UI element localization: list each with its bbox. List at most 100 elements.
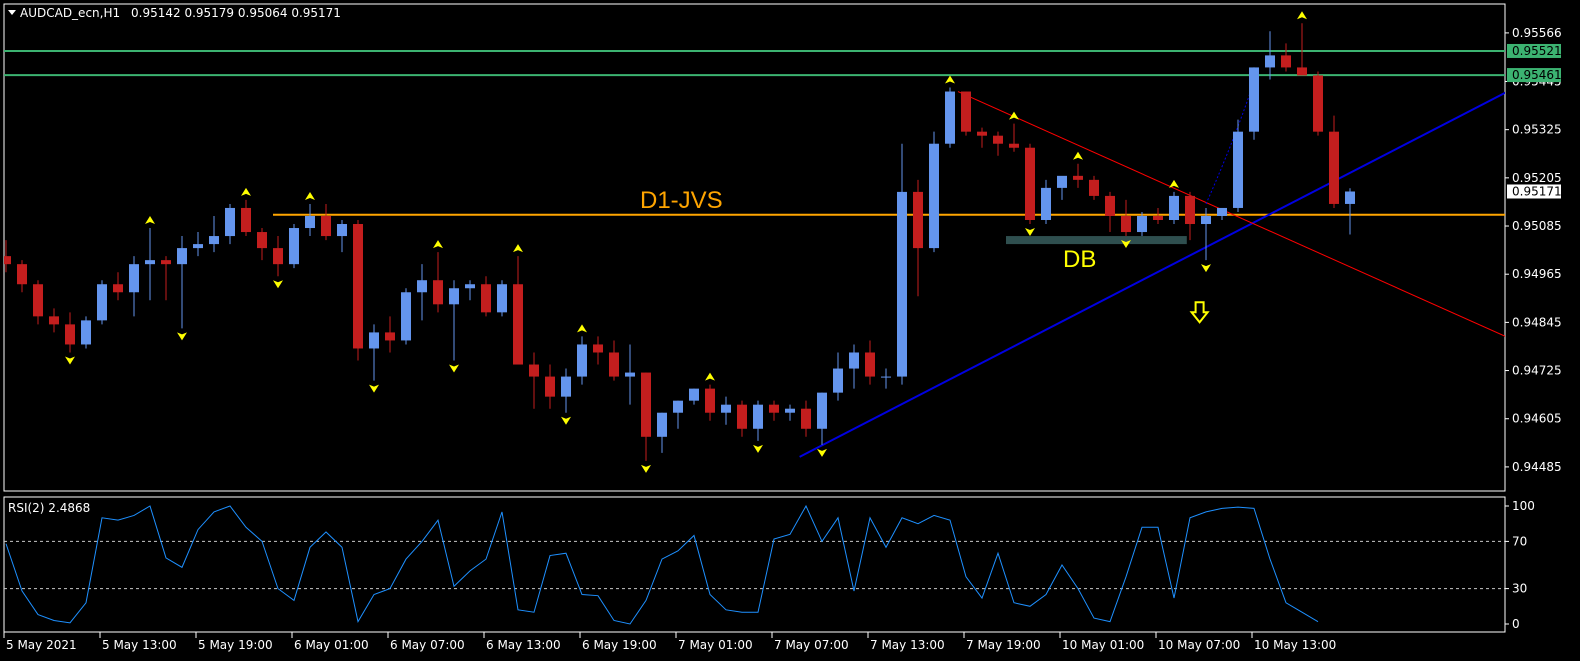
candle-body[interactable] (385, 332, 395, 341)
candle-body[interactable] (513, 284, 523, 365)
candle-body[interactable] (321, 215, 331, 237)
candle-body[interactable] (689, 388, 699, 401)
candle-body[interactable] (769, 404, 779, 413)
time-tick-label: 6 May 19:00 (582, 638, 657, 652)
candle-body[interactable] (1137, 215, 1147, 233)
candle-body[interactable] (481, 284, 491, 313)
candle-body[interactable] (1217, 207, 1227, 216)
candle-body[interactable] (1201, 215, 1211, 225)
price-tick-label: 0.95325 (1512, 123, 1562, 137)
candle-body[interactable] (625, 372, 635, 377)
candle-body[interactable] (1185, 195, 1195, 225)
candle-body[interactable] (737, 404, 747, 429)
candle-body[interactable] (49, 316, 59, 325)
fractal-up-icon (241, 187, 251, 196)
current-price-label: 0.95171 (1512, 184, 1562, 198)
fractal-up-icon (1009, 111, 1019, 120)
dropdown-triangle-icon[interactable] (8, 10, 16, 15)
candle-body[interactable] (1281, 55, 1291, 68)
candle-body[interactable] (945, 91, 955, 144)
candle-body[interactable] (961, 91, 971, 132)
rsi-panel-frame (3, 496, 1506, 633)
candle-body[interactable] (289, 228, 299, 265)
candle-body[interactable] (81, 320, 91, 345)
candle-body[interactable] (273, 248, 283, 265)
candle-body[interactable] (897, 191, 907, 377)
candle-body[interactable] (593, 344, 603, 353)
candle-body[interactable] (1233, 131, 1243, 208)
candle-body[interactable] (225, 207, 235, 237)
candle-body[interactable] (1041, 187, 1051, 220)
fractal-down-icon (561, 416, 571, 425)
candle-body[interactable] (449, 288, 459, 305)
candle-body[interactable] (1313, 75, 1323, 132)
candle-body[interactable] (465, 284, 475, 289)
candle-body[interactable] (257, 232, 267, 249)
candle-body[interactable] (97, 284, 107, 321)
candle-body[interactable] (129, 264, 139, 293)
candle-body[interactable] (657, 412, 667, 437)
candle-body[interactable] (913, 191, 923, 249)
price-tick-label: 0.95085 (1512, 219, 1562, 233)
candle-body[interactable] (497, 284, 507, 313)
candle-body[interactable] (1265, 55, 1275, 68)
candle-body[interactable] (177, 248, 187, 265)
candle-body[interactable] (1249, 67, 1259, 132)
candle-body[interactable] (33, 284, 43, 317)
candle-body[interactable] (193, 244, 203, 249)
candle-body[interactable] (1153, 215, 1163, 220)
candle-body[interactable] (1169, 195, 1179, 220)
candle-body[interactable] (865, 352, 875, 377)
candle-body[interactable] (161, 260, 171, 265)
candle-body[interactable] (1, 256, 11, 265)
candle-body[interactable] (577, 344, 587, 377)
candle-body[interactable] (929, 143, 939, 249)
candle-body[interactable] (545, 376, 555, 397)
candle-body[interactable] (849, 352, 859, 369)
candle-body[interactable] (1025, 147, 1035, 220)
candle-body[interactable] (209, 236, 219, 245)
candle-body[interactable] (529, 364, 539, 377)
candle-body[interactable] (401, 292, 411, 341)
current-price-tag (1507, 184, 1561, 199)
candle-body[interactable] (721, 404, 731, 413)
candle-body[interactable] (337, 224, 347, 237)
candle-body[interactable] (305, 215, 315, 229)
rsi-tick-label: 30 (1512, 582, 1527, 596)
candle-body[interactable] (753, 404, 763, 429)
candle-body[interactable] (817, 392, 827, 429)
candle-body[interactable] (1345, 191, 1355, 204)
candle-body[interactable] (977, 131, 987, 136)
candle-body[interactable] (561, 376, 571, 397)
candle-body[interactable] (1121, 215, 1131, 233)
candle-body[interactable] (241, 207, 251, 233)
candle-body[interactable] (609, 352, 619, 377)
candle-body[interactable] (65, 324, 75, 345)
candle-body[interactable] (881, 376, 891, 378)
candle-body[interactable] (833, 368, 843, 393)
candle-body[interactable] (1089, 179, 1099, 196)
candle-body[interactable] (417, 280, 427, 293)
candle-body[interactable] (1057, 175, 1067, 188)
candle-body[interactable] (113, 284, 123, 293)
candle-body[interactable] (785, 408, 795, 413)
candle-body[interactable] (993, 135, 1003, 144)
fractal-up-icon (577, 324, 587, 333)
candle-body[interactable] (641, 372, 651, 437)
fractal-down-icon (1025, 228, 1035, 237)
candle-body[interactable] (1297, 67, 1307, 76)
candle-body[interactable] (801, 408, 811, 429)
candle-body[interactable] (673, 400, 683, 413)
candle-body[interactable] (1009, 143, 1019, 148)
candle-body[interactable] (369, 332, 379, 349)
candle-body[interactable] (433, 280, 443, 305)
buy-signal-arrow-icon (1189, 301, 1210, 324)
candle-body[interactable] (353, 224, 363, 349)
candle-body[interactable] (1105, 195, 1115, 216)
candle-body[interactable] (17, 264, 27, 285)
candle-body[interactable] (1329, 131, 1339, 204)
candle-body[interactable] (705, 388, 715, 413)
candle-body[interactable] (1073, 175, 1083, 180)
candle-body[interactable] (145, 260, 155, 265)
